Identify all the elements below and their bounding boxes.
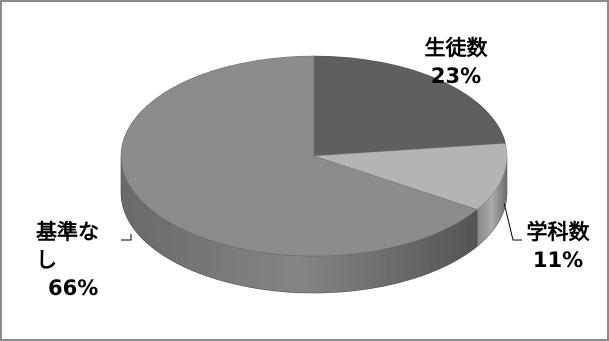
pie-slice-0: [313, 55, 506, 157]
leader-line-departments: [503, 203, 522, 241]
leader-line-no-standard: [121, 234, 132, 241]
label-no-standard-name-2: し: [36, 248, 57, 272]
pie-slice-2: [120, 55, 478, 257]
pie-tops: [120, 55, 508, 257]
leader-lines: [121, 203, 522, 241]
label-no-standard-percent: 66%: [48, 276, 99, 300]
label-departments-percent: 11%: [532, 248, 584, 272]
label-no-standard: 基準な し 66%: [22, 218, 122, 302]
label-students-name: 生徒数: [424, 36, 488, 60]
label-departments-name: 学科数: [526, 220, 590, 244]
label-no-standard-name-1: 基準な: [36, 220, 99, 244]
label-students-percent: 23%: [430, 64, 482, 88]
label-departments: 学科数 11%: [510, 218, 606, 274]
label-students: 生徒数 23%: [408, 34, 504, 90]
pie-slice-1: [313, 143, 508, 210]
